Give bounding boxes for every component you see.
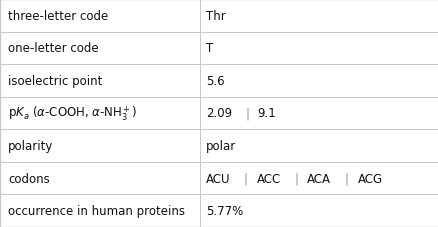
Text: occurrence in human proteins: occurrence in human proteins	[8, 204, 184, 217]
Text: 2.09: 2.09	[206, 107, 232, 120]
Text: codons: codons	[8, 172, 49, 185]
Text: T: T	[206, 42, 213, 55]
Text: polar: polar	[206, 139, 236, 152]
Text: ACC: ACC	[256, 172, 280, 185]
Text: polarity: polarity	[8, 139, 53, 152]
Text: |: |	[245, 107, 249, 120]
Text: p$K_a$ ($\alpha$-COOH, $\alpha$-NH$_3^+$): p$K_a$ ($\alpha$-COOH, $\alpha$-NH$_3^+$…	[8, 104, 137, 123]
Text: 5.6: 5.6	[206, 75, 224, 88]
Text: one-letter code: one-letter code	[8, 42, 98, 55]
Text: |: |	[243, 172, 247, 185]
Text: 9.1: 9.1	[256, 107, 275, 120]
Text: ACU: ACU	[206, 172, 230, 185]
Text: three-letter code: three-letter code	[8, 10, 108, 23]
Text: 5.77%: 5.77%	[206, 204, 243, 217]
Text: ACG: ACG	[357, 172, 382, 185]
Text: ACA: ACA	[307, 172, 331, 185]
Text: |: |	[344, 172, 348, 185]
Text: Thr: Thr	[206, 10, 226, 23]
Text: isoelectric point: isoelectric point	[8, 75, 102, 88]
Text: |: |	[293, 172, 297, 185]
